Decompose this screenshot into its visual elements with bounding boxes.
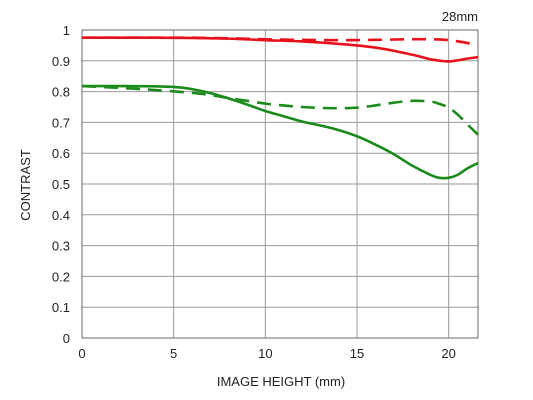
y-tick-label: 0.4 xyxy=(52,208,70,223)
series-line-red-solid xyxy=(82,36,479,63)
y-tick-label: 0.6 xyxy=(52,146,70,161)
y-tick-label: 0.2 xyxy=(52,269,70,284)
y-tick-label: 0.8 xyxy=(52,85,70,100)
x-axis-label: IMAGE HEIGHT (mm) xyxy=(217,374,345,389)
x-tick-label: 5 xyxy=(170,346,177,361)
y-tick-label: 0.1 xyxy=(52,300,70,315)
series-line-green-dashed xyxy=(81,84,479,136)
x-tick-label: 10 xyxy=(258,346,272,361)
y-tick-label: 0.7 xyxy=(52,115,70,130)
y-tick-label: 0.9 xyxy=(52,54,70,69)
grid xyxy=(81,29,479,339)
plot-frame xyxy=(81,29,479,339)
tick-labels: 00.10.20.30.40.50.60.70.80.910 5 10 15 20 xyxy=(52,23,456,361)
y-axis-label: CONTRAST xyxy=(18,149,33,221)
x-tick-label: 20 xyxy=(441,346,455,361)
y-tick-label: 0 xyxy=(63,331,70,346)
y-tick-label: 0.3 xyxy=(52,239,70,254)
chart-title: 28mm xyxy=(442,9,478,24)
y-tick-label: 0.5 xyxy=(52,177,70,192)
series-line-red-dashed xyxy=(82,36,479,47)
series-group xyxy=(81,36,479,180)
y-tick-label: 1 xyxy=(63,23,70,38)
x-tick-label: 15 xyxy=(350,346,364,361)
series-line-green-solid xyxy=(81,84,479,180)
x-tick-label: 0 xyxy=(78,346,85,361)
